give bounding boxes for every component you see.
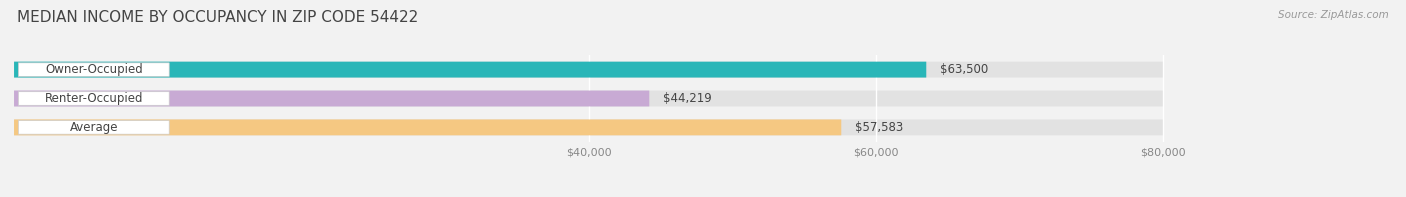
Text: $44,219: $44,219 xyxy=(664,92,711,105)
FancyBboxPatch shape xyxy=(18,63,169,76)
Text: Source: ZipAtlas.com: Source: ZipAtlas.com xyxy=(1278,10,1389,20)
Text: MEDIAN INCOME BY OCCUPANCY IN ZIP CODE 54422: MEDIAN INCOME BY OCCUPANCY IN ZIP CODE 5… xyxy=(17,10,418,25)
FancyBboxPatch shape xyxy=(14,62,927,78)
Text: Renter-Occupied: Renter-Occupied xyxy=(45,92,143,105)
Text: Average: Average xyxy=(69,121,118,134)
Text: $63,500: $63,500 xyxy=(941,63,988,76)
FancyBboxPatch shape xyxy=(18,92,169,105)
FancyBboxPatch shape xyxy=(14,119,1163,135)
FancyBboxPatch shape xyxy=(14,91,1163,106)
FancyBboxPatch shape xyxy=(14,62,1163,78)
FancyBboxPatch shape xyxy=(14,91,650,106)
Text: $57,583: $57,583 xyxy=(855,121,903,134)
Text: Owner-Occupied: Owner-Occupied xyxy=(45,63,142,76)
FancyBboxPatch shape xyxy=(18,121,169,134)
FancyBboxPatch shape xyxy=(14,119,841,135)
